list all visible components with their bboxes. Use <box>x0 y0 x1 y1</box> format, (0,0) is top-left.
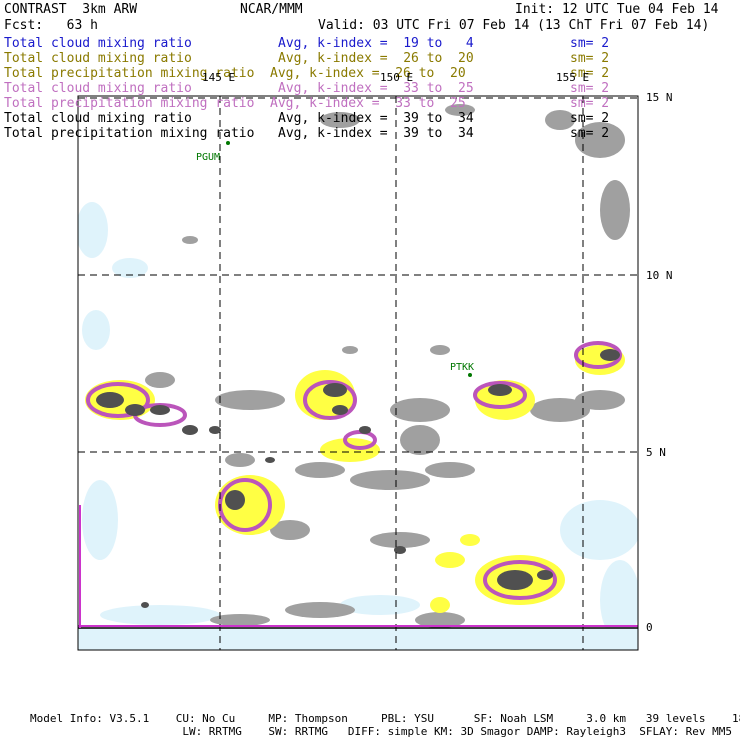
init-time: Init: 12 UTC Tue 04 Feb 14 <box>515 2 719 17</box>
graticule <box>78 96 638 650</box>
lat-label-15n: 15 N <box>646 91 673 104</box>
legend-sm: sm= 2 <box>570 111 610 126</box>
station-marker-pgum <box>226 141 230 145</box>
legend-sm: sm= 2 <box>570 126 610 141</box>
legend-stat: Avg, k-index = 19 to 4 <box>278 36 474 51</box>
cloud-core-dark <box>96 349 620 608</box>
model-info-line1: Model Info: V3.5.1 CU: No Cu MP: Thompso… <box>30 712 740 725</box>
cloud-fields <box>78 104 638 650</box>
station-label-ptkk: PTKK <box>450 362 475 373</box>
station-marker-ptkk <box>468 373 472 377</box>
legend-field: Total precipitation mixing ratio <box>4 66 255 81</box>
station-label-pgum: PGUM <box>196 152 221 163</box>
legend-stat: Avg, k-index = 39 to 34 <box>278 111 474 126</box>
legend-stat: Avg, k-index = 33 to 25 <box>278 81 474 96</box>
shallow-cloud-layer <box>78 202 638 650</box>
lon-label-155e: 155 E <box>556 71 590 84</box>
map-background <box>78 96 638 650</box>
legend-sm: sm= 2 <box>570 96 610 111</box>
legend-sm: sm= 2 <box>570 66 610 81</box>
lon-label-145e: 145 E <box>202 71 236 84</box>
product-title: CONTRAST 3km ARW <box>4 2 138 17</box>
org-label: NCAR/MMM <box>240 2 303 17</box>
lat-label-equator: 0 <box>646 621 653 634</box>
legend-field: Total precipitation mixing ratio <box>4 96 255 111</box>
valid-time: Valid: 03 UTC Fri 07 Feb 14 (13 ChT Fri … <box>318 18 710 33</box>
legend-stat: Avg, k-index = 39 to 34 <box>278 126 474 141</box>
legend-stat: Avg, k-index = 26 to 20 <box>270 66 466 81</box>
lon-label-150e: 150 E <box>380 71 414 84</box>
legend-field: Total cloud mixing ratio <box>4 36 192 51</box>
legend-sm: sm= 2 <box>570 51 610 66</box>
legend-field: Total cloud mixing ratio <box>4 81 192 96</box>
legend-stat: Avg, k-index = 33 to 25 <box>270 96 466 111</box>
legend-field: Total precipitation mixing ratio <box>4 126 255 141</box>
legend-field: Total cloud mixing ratio <box>4 51 192 66</box>
legend-field: Total cloud mixing ratio <box>4 111 192 126</box>
cloud-mixing-gray <box>145 104 630 628</box>
lat-label-5n: 5 N <box>646 446 666 459</box>
map-frame <box>77 95 639 651</box>
model-info-line2: LW: RRTMG SW: RRTMG DIFF: simple KM: 3D … <box>30 725 732 738</box>
legend-sm: sm= 2 <box>570 36 610 51</box>
legend-stat: Avg, k-index = 26 to 20 <box>278 51 474 66</box>
lat-label-10n: 10 N <box>646 269 673 282</box>
legend-sm: sm= 2 <box>570 81 610 96</box>
forecast-hour: Fcst: 63 h <box>4 18 98 33</box>
